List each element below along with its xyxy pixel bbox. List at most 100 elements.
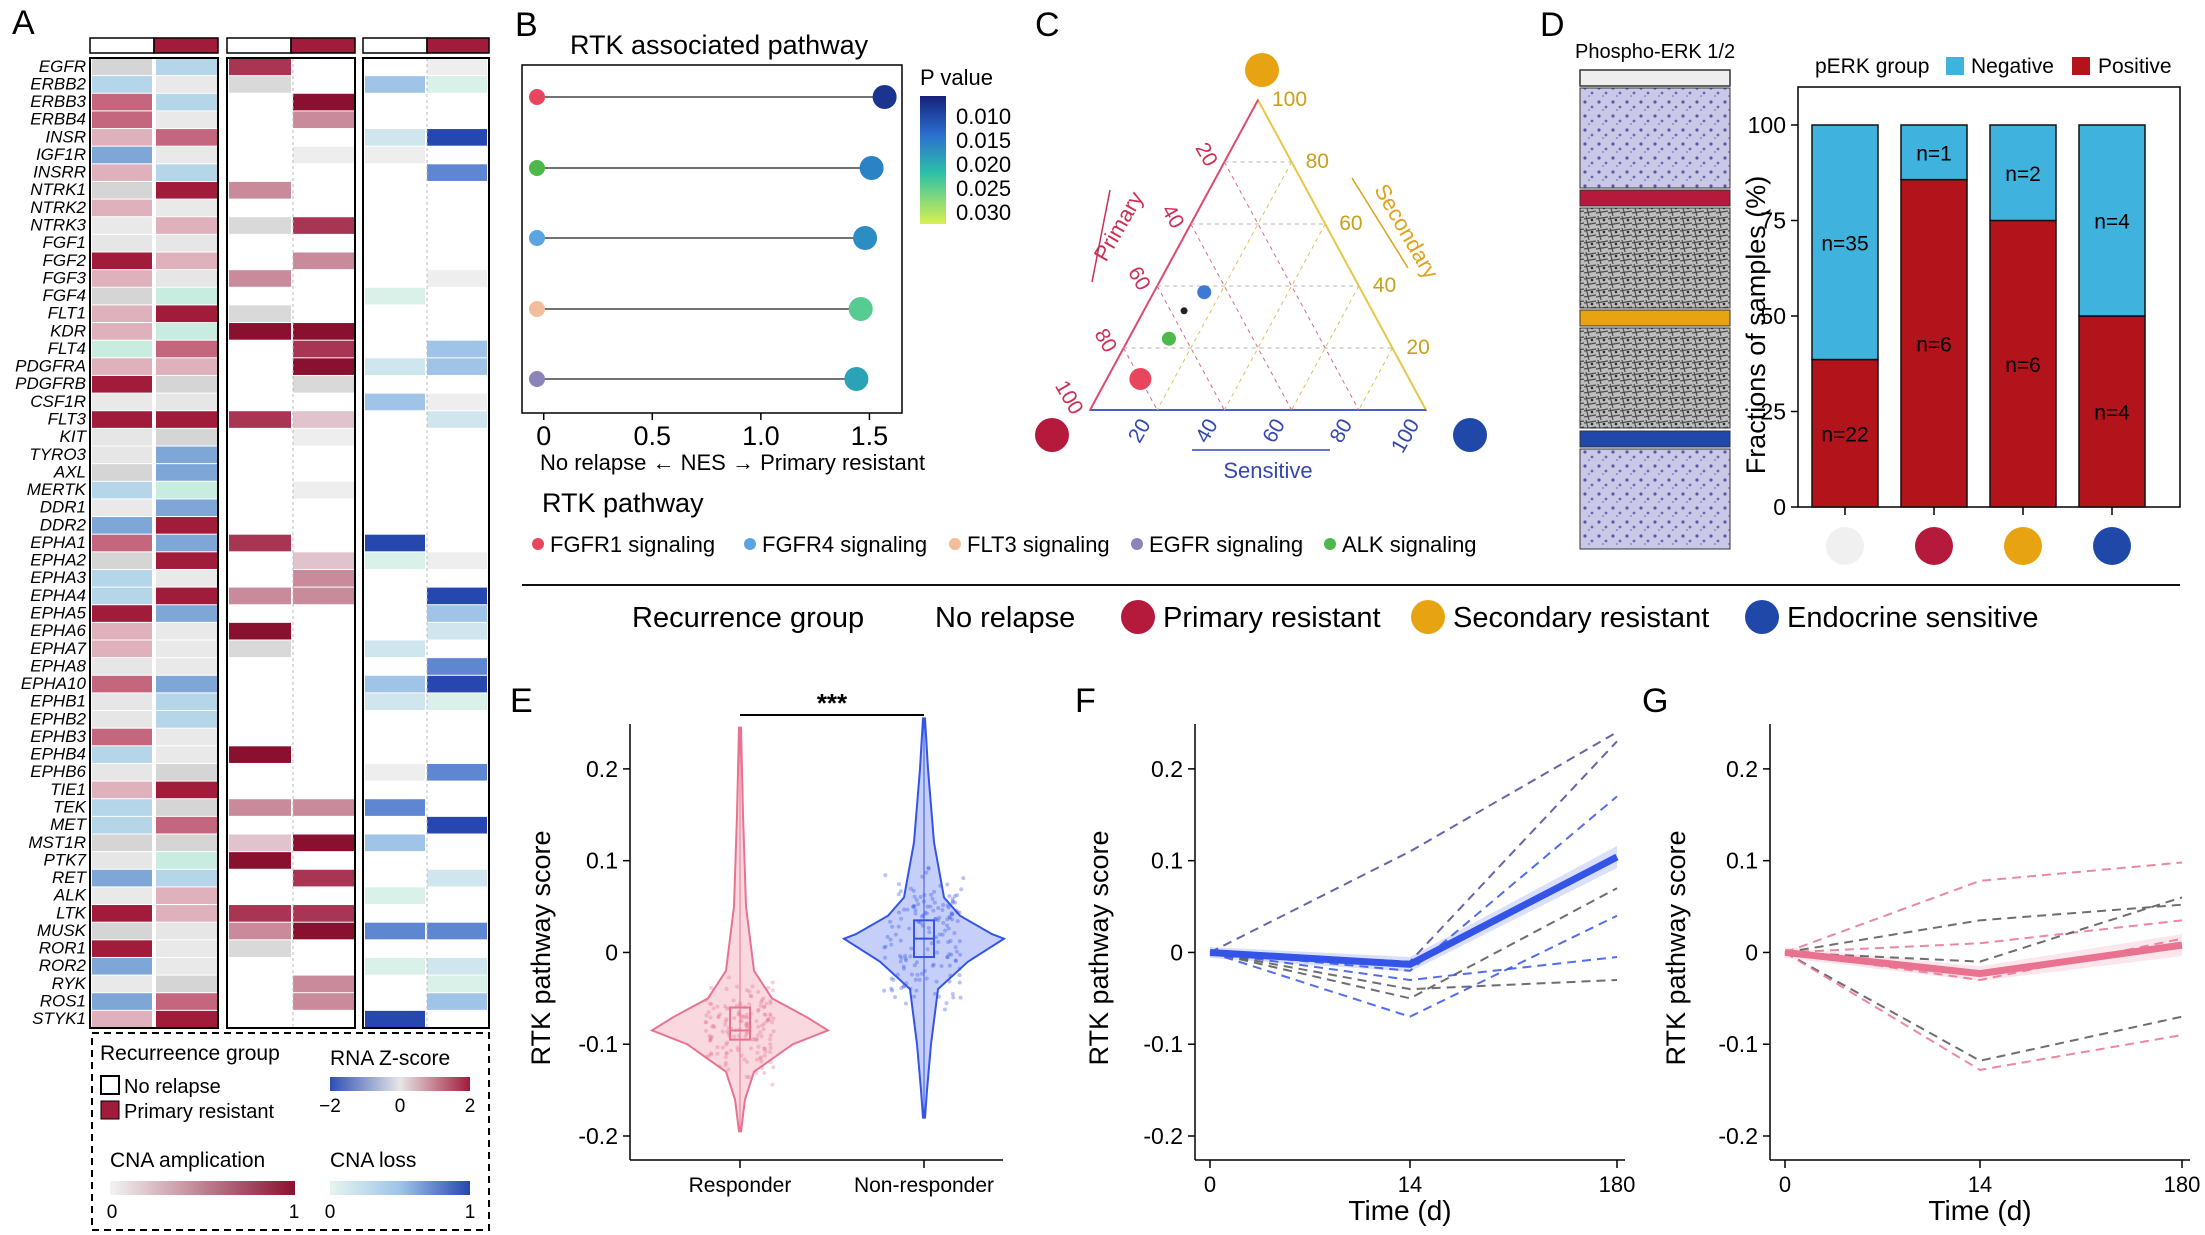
bar-negative-label: n=4: [2094, 211, 2130, 234]
violin-point: [737, 1009, 742, 1014]
sample-line: [1209, 914, 1618, 1018]
violin-point: [711, 1023, 716, 1028]
cna-loss-cell: [427, 358, 487, 375]
violin-point: [932, 889, 937, 894]
violin-point: [930, 963, 935, 968]
rna-cell: [92, 252, 152, 270]
rna-cell: [156, 569, 218, 587]
violin-point: [950, 917, 955, 922]
violin-point: [934, 917, 939, 922]
rna-cell: [92, 305, 152, 323]
vertex-secondary-dot: [1245, 53, 1279, 87]
legend-a-amp-tick: 0: [107, 1202, 118, 1223]
violin-point: [755, 1033, 760, 1038]
violin-point: [892, 995, 897, 1000]
rna-cell: [156, 234, 218, 252]
violin-point: [947, 914, 952, 919]
bar-negative: [1900, 124, 1968, 181]
violin-point: [928, 904, 933, 909]
legend-a-rna-colorbar: [330, 1077, 470, 1091]
rna-cell: [156, 781, 218, 799]
rna-cell: [92, 675, 152, 693]
violin-point: [899, 986, 904, 991]
vertex-primary-dot: [1035, 418, 1069, 452]
legend-a-amp-tick: 1: [289, 1202, 300, 1223]
rna-cell: [92, 922, 152, 940]
bar-positive: [1811, 358, 1879, 508]
violin-point: [950, 992, 955, 997]
gene-label: IGF1R: [36, 145, 86, 164]
gene-label: CSF1R: [30, 392, 86, 411]
legend-a-no-relapse: No relapse: [124, 1076, 221, 1098]
violin-point: [752, 1037, 757, 1042]
gene-label: ROR1: [39, 939, 86, 958]
ihc-bar-secondary: [1579, 309, 1731, 327]
violin-point: [748, 1046, 753, 1051]
cna-amp-cell: [293, 358, 355, 375]
rna-cell: [156, 957, 218, 975]
gene-label: AXL: [53, 462, 86, 481]
rna-cell: [92, 411, 152, 428]
pathway-legend-dot: [744, 538, 756, 550]
cna-amp-cell: [293, 428, 355, 446]
rna-cell: [156, 428, 218, 446]
gene-label: EPHA4: [30, 586, 86, 605]
violin-point: [924, 870, 929, 875]
cna-amp-cell: [229, 905, 291, 922]
violin-point: [931, 908, 936, 913]
cna-amp-cell: [293, 411, 355, 428]
rna-cell: [92, 199, 152, 217]
rna-cell: [156, 446, 218, 464]
violin-point: [770, 1020, 775, 1025]
violin-point: [908, 954, 913, 959]
gene-label: KIT: [60, 427, 88, 446]
lollipop-point: [848, 297, 873, 321]
violin-point: [754, 1037, 759, 1042]
violin-point: [927, 930, 932, 935]
pathway-legend-label: ALK signaling: [1342, 532, 1477, 557]
rna-cell: [156, 217, 218, 234]
ternary-tick-primary: 20: [1190, 139, 1222, 171]
violin-point: [747, 989, 752, 994]
violin-point: [890, 924, 895, 929]
pathway-marker: [529, 89, 545, 105]
cna-amp-cell: [229, 217, 291, 234]
panel-letter-c: C: [1035, 6, 1060, 44]
cna-loss-cell: [427, 411, 487, 428]
rna-cell: [92, 728, 152, 746]
rna-cell: [156, 763, 218, 781]
violin-point: [770, 988, 775, 993]
ternary-tick-secondary: 100: [1272, 88, 1307, 111]
cna-loss-cell: [365, 358, 425, 375]
violin-point: [948, 915, 953, 920]
rna-cell: [92, 552, 152, 569]
rna-cell: [92, 975, 152, 993]
rna-cell: [156, 693, 218, 711]
legend-a-no-relapse-swatch: [100, 1075, 120, 1095]
violin-point: [946, 940, 951, 945]
violin-point: [898, 889, 903, 894]
cna-amp-cell: [293, 799, 355, 816]
rna-cell: [156, 164, 218, 181]
violin-point: [763, 1012, 768, 1017]
violin-point: [759, 1023, 764, 1028]
violin-point: [762, 1046, 767, 1051]
pathway-legend-dot: [949, 538, 961, 550]
violin-point: [946, 926, 951, 931]
cna-loss-cell: [365, 1010, 425, 1028]
legend-a-primary-swatch: [100, 1100, 120, 1120]
violin-point: [896, 924, 901, 929]
violin-point: [732, 1034, 737, 1039]
violin-point: [759, 1059, 764, 1064]
rna-cell: [156, 587, 218, 605]
gene-label: TYRO3: [29, 445, 86, 464]
gene-label: ERBB4: [30, 110, 86, 129]
violin-point: [950, 911, 955, 916]
rna-cell: [92, 816, 152, 834]
cna-amp-cell: [229, 746, 291, 763]
violin-point: [961, 876, 966, 881]
ternary-grid: [1223, 161, 1360, 411]
rna-cell: [156, 711, 218, 728]
cna-amp-cell: [293, 217, 355, 234]
cna-amp-cell: [229, 411, 291, 428]
